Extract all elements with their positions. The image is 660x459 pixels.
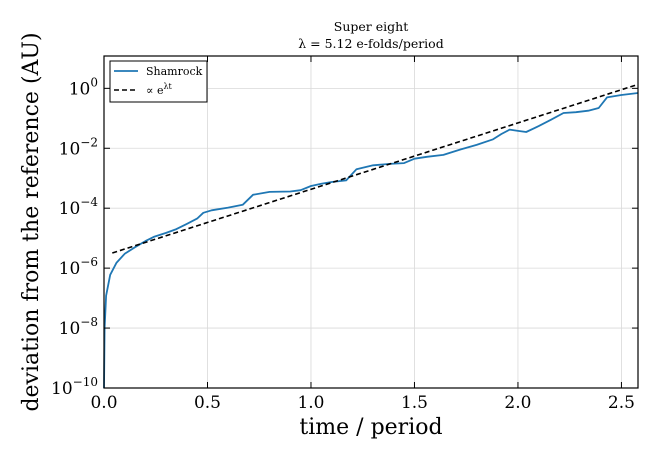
x-axis-label: time / period: [299, 415, 442, 440]
grid: [104, 56, 638, 388]
y-tick-label: 10−4: [59, 195, 99, 219]
chart-title: Super eight: [334, 19, 408, 34]
y-tick-label: 10−6: [59, 255, 98, 279]
series-line-shamrock: [103, 92, 639, 389]
ticks: [103, 56, 638, 389]
x-tick-label: 2.0: [504, 393, 531, 413]
legend-box: [109, 60, 208, 103]
series-layer: [103, 83, 639, 389]
y-axis-label: deviation from the reference (AU): [19, 32, 44, 411]
plot-frame: [103, 55, 639, 389]
x-tick-labels: 0.0 0.5 1.0 1.5 2.0 2.5: [90, 393, 634, 413]
series-line-exponential: [112, 83, 639, 254]
y-tick-label: 10−2: [59, 135, 98, 159]
y-tick-label: 100: [69, 75, 98, 99]
y-tick-labels: 10−10 10−8 10−6 10−4 10−2 100: [51, 75, 98, 399]
x-tick-label: 1.0: [297, 393, 324, 413]
y-tick-label: 10−10: [51, 375, 98, 399]
y-tick-label: 10−8: [59, 315, 98, 339]
legend: Shamrock ∝ eλt: [109, 60, 208, 103]
x-tick-label: 0.0: [90, 393, 117, 413]
x-tick-label: 0.5: [194, 393, 221, 413]
legend-label-shamrock: Shamrock: [146, 65, 203, 78]
x-tick-label: 2.5: [608, 393, 635, 413]
chart-subtitle: λ = 5.12 e-folds/period: [298, 36, 443, 51]
legend-label-exponential: ∝ eλt: [146, 82, 173, 97]
x-tick-label: 1.5: [401, 393, 428, 413]
